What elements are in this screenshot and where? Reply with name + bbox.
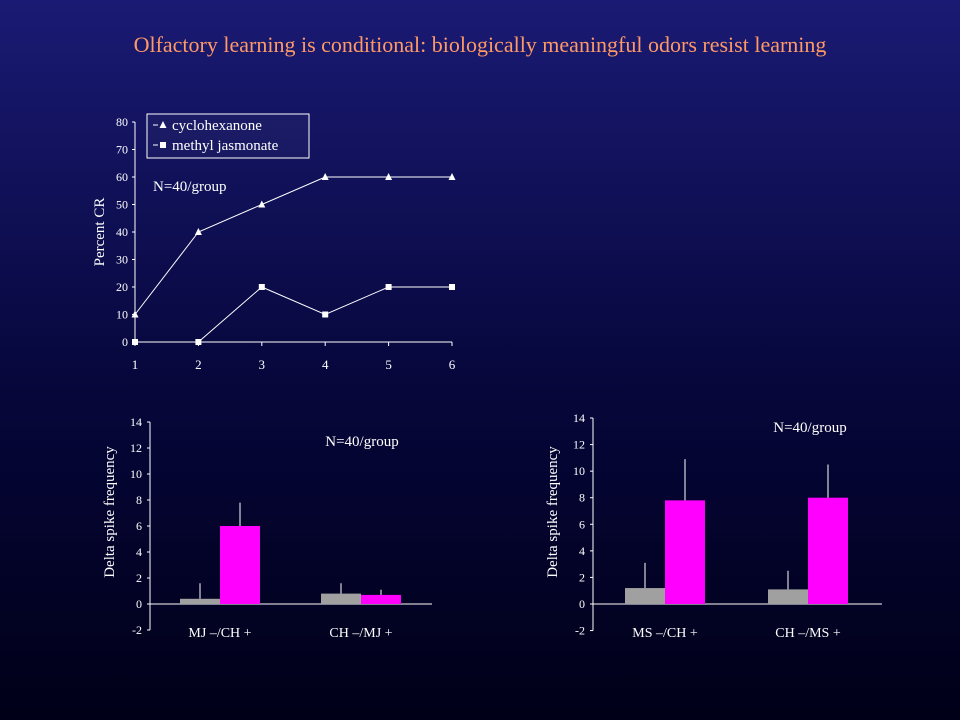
y-axis-label: Delta spike frequency: [545, 446, 561, 578]
y-tick-label: 2: [136, 571, 142, 585]
y-tick-label: 8: [136, 493, 142, 507]
category-label: MS –/CH +: [632, 626, 698, 641]
y-tick-label: 10: [573, 464, 585, 478]
y-tick-label: -2: [132, 623, 142, 637]
data-point-square: [195, 339, 202, 345]
data-point-triangle: [258, 200, 266, 208]
data-point-triangle: [321, 173, 329, 180]
y-tick-label: 6: [136, 519, 142, 533]
bar: [768, 589, 808, 604]
legend-label: methyl jasmonate: [172, 138, 279, 154]
sample-size-annotation: N=40/group: [773, 420, 846, 436]
bar: [220, 526, 260, 604]
y-tick-label: 70: [116, 143, 128, 157]
bar: [665, 500, 705, 604]
y-tick-label: 12: [130, 441, 142, 455]
data-point-square: [322, 311, 329, 318]
legend-box: [146, 113, 310, 159]
data-point-triangle: [385, 173, 393, 180]
data-point-triangle: [448, 173, 456, 180]
y-tick-label: 0: [122, 335, 128, 349]
bar: [180, 598, 220, 604]
y-tick-label: 6: [579, 517, 585, 531]
y-tick-label: 20: [116, 280, 128, 294]
series-line-cyclohexanone: [134, 176, 452, 315]
y-tick-label: 30: [116, 253, 128, 267]
data-point-square: [258, 284, 265, 290]
y-tick-label: 10: [130, 467, 142, 481]
y-tick-label: 60: [116, 170, 128, 184]
x-tick-label: 5: [385, 357, 392, 372]
bar: [361, 594, 401, 604]
x-tick-label: 4: [322, 357, 329, 372]
y-tick-label: 0: [136, 597, 142, 611]
y-tick-label: -2: [575, 624, 585, 638]
data-point-square: [385, 284, 392, 290]
y-tick-label: 40: [116, 225, 128, 239]
x-tick-label: 1: [132, 357, 139, 372]
y-tick-label: 4: [579, 544, 585, 558]
y-axis-label: Delta spike frequency: [102, 446, 118, 578]
y-tick-label: 50: [116, 198, 128, 212]
y-tick-label: 8: [579, 491, 585, 505]
slide-title: Olfactory learning is conditional: biolo…: [133, 32, 827, 57]
data-point-triangle: [194, 228, 202, 235]
category-label: CH –/MS +: [775, 626, 841, 641]
bar: [321, 593, 361, 604]
y-tick-label: 10: [116, 308, 128, 322]
legend: cyclohexanone methyl jasmonate: [146, 113, 310, 159]
y-tick-label: 80: [116, 115, 128, 129]
x-tick-label: 2: [195, 357, 202, 372]
y-axis-label: Percent CR: [92, 198, 108, 267]
sample-size-annotation: N=40/group: [325, 434, 398, 450]
category-label: CH –/MJ +: [329, 626, 392, 641]
y-tick-label: 14: [573, 411, 585, 425]
x-tick-label: 6: [449, 357, 456, 372]
y-tick-label: 4: [136, 545, 142, 559]
y-tick-label: 12: [573, 438, 585, 452]
legend-label: cyclohexanone: [172, 118, 262, 134]
bar: [625, 588, 665, 604]
data-point-square: [132, 339, 138, 345]
sample-size-annotation: N=40/group: [153, 179, 226, 195]
category-label: MJ –/CH +: [188, 626, 251, 641]
y-tick-label: 2: [579, 570, 585, 584]
y-tick-label: 0: [579, 597, 585, 611]
legend-marker-triangle: [159, 121, 167, 128]
y-tick-label: 14: [130, 415, 142, 429]
data-point-triangle: [131, 310, 139, 318]
legend-marker-square: [160, 142, 166, 148]
series-line-methyl-jasmonate: [135, 286, 452, 343]
data-point-square: [449, 284, 455, 290]
x-tick-label: 3: [259, 357, 266, 372]
bar: [808, 497, 848, 604]
